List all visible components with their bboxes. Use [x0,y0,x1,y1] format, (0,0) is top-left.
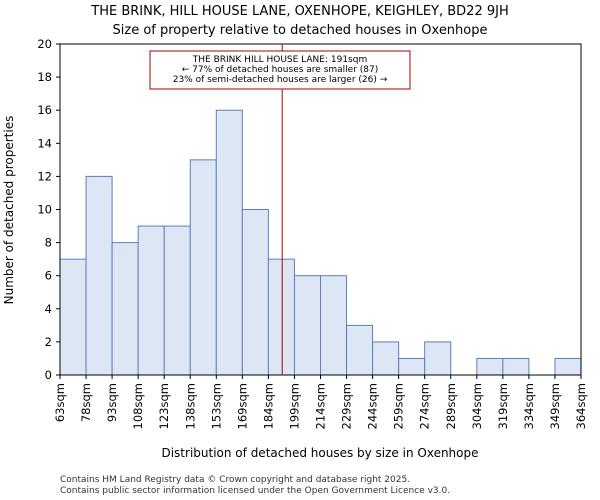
chart-subtitle: Size of property relative to detached ho… [113,23,488,38]
bar-259sqm [398,357,426,376]
bar-153sqm [215,109,243,376]
bars-group [59,109,582,376]
x-tick-label: 274sqm [418,383,432,429]
x-tick-label: 364sqm [574,383,588,429]
y-tick-label: 18 [37,70,52,84]
bar-349sqm [554,357,582,376]
x-tick-label: 349sqm [548,383,562,429]
y-axis: 0 2 4 6 8 10 12 14 16 18 20 [37,37,60,382]
x-tick-label: 334sqm [522,383,536,429]
bar-214sqm [320,275,348,376]
annotation-line-1: THE BRINK HILL HOUSE LANE: 191sqm [192,55,367,65]
x-tick-label: 138sqm [183,383,197,429]
x-tick-label: 214sqm [314,383,328,429]
y-axis-label: Number of detached properties [2,116,16,305]
bar-199sqm [293,275,322,376]
y-tick-label: 20 [37,37,52,51]
y-tick-label: 8 [45,236,52,250]
y-tick-label: 10 [37,203,52,217]
x-tick-label: 169sqm [235,383,249,429]
bar-274sqm [424,341,452,376]
x-tick-label: 78sqm [79,383,93,422]
x-tick-label: 153sqm [209,383,223,429]
plot-frame [59,43,582,376]
bar-169sqm [241,209,269,376]
annotation-line-3: 23% of semi-detached houses are larger (… [173,75,388,85]
bar-63sqm [59,258,87,376]
x-tick-label: 108sqm [131,383,145,429]
bar-319sqm [502,357,530,376]
bar-78sqm [85,175,113,376]
x-tick-label: 199sqm [287,383,301,429]
footer-line-1: Contains HM Land Registry data © Crown c… [60,475,410,485]
bar-138sqm [189,159,217,376]
y-tick-label: 4 [45,302,52,316]
y-tick-label: 0 [45,368,52,382]
x-tick-label: 63sqm [53,383,67,422]
x-tick-label: 259sqm [392,383,406,429]
x-tick-label: 184sqm [261,383,275,429]
y-tick-label: 14 [37,136,52,150]
chart-title: THE BRINK, HILL HOUSE LANE, OXENHOPE, KE… [90,4,509,19]
x-tick-label: 229sqm [340,383,354,429]
x-tick-label: 123sqm [157,383,171,429]
x-tick-label: 304sqm [470,383,484,429]
x-tick-label: 289sqm [444,383,458,429]
y-tick-label: 12 [37,169,52,183]
y-tick-label: 16 [37,103,52,117]
x-axis-label: Distribution of detached houses by size … [161,446,478,460]
bar-304sqm [476,357,504,376]
y-tick-label: 6 [45,269,52,283]
annotation-box: THE BRINK HILL HOUSE LANE: 191sqm ← 77% … [149,50,411,90]
bar-108sqm [137,225,165,376]
x-axis: 63sqm 78sqm 93sqm 108sqm 123sqm 138sqm 153sqm 1… [53,375,588,429]
x-tick-label: 93sqm [105,383,119,422]
x-tick-label: 244sqm [366,383,380,429]
bar-123sqm [163,225,191,376]
footer-line-2: Contains public sector information licen… [60,486,450,496]
annotation-line-2: ← 77% of detached houses are smaller (87… [182,65,379,75]
bar-184sqm [267,258,295,376]
y-tick-label: 2 [45,335,52,349]
bar-93sqm [111,242,139,376]
bar-244sqm [372,341,400,376]
x-tick-label: 319sqm [496,383,510,429]
bar-229sqm [346,324,374,376]
